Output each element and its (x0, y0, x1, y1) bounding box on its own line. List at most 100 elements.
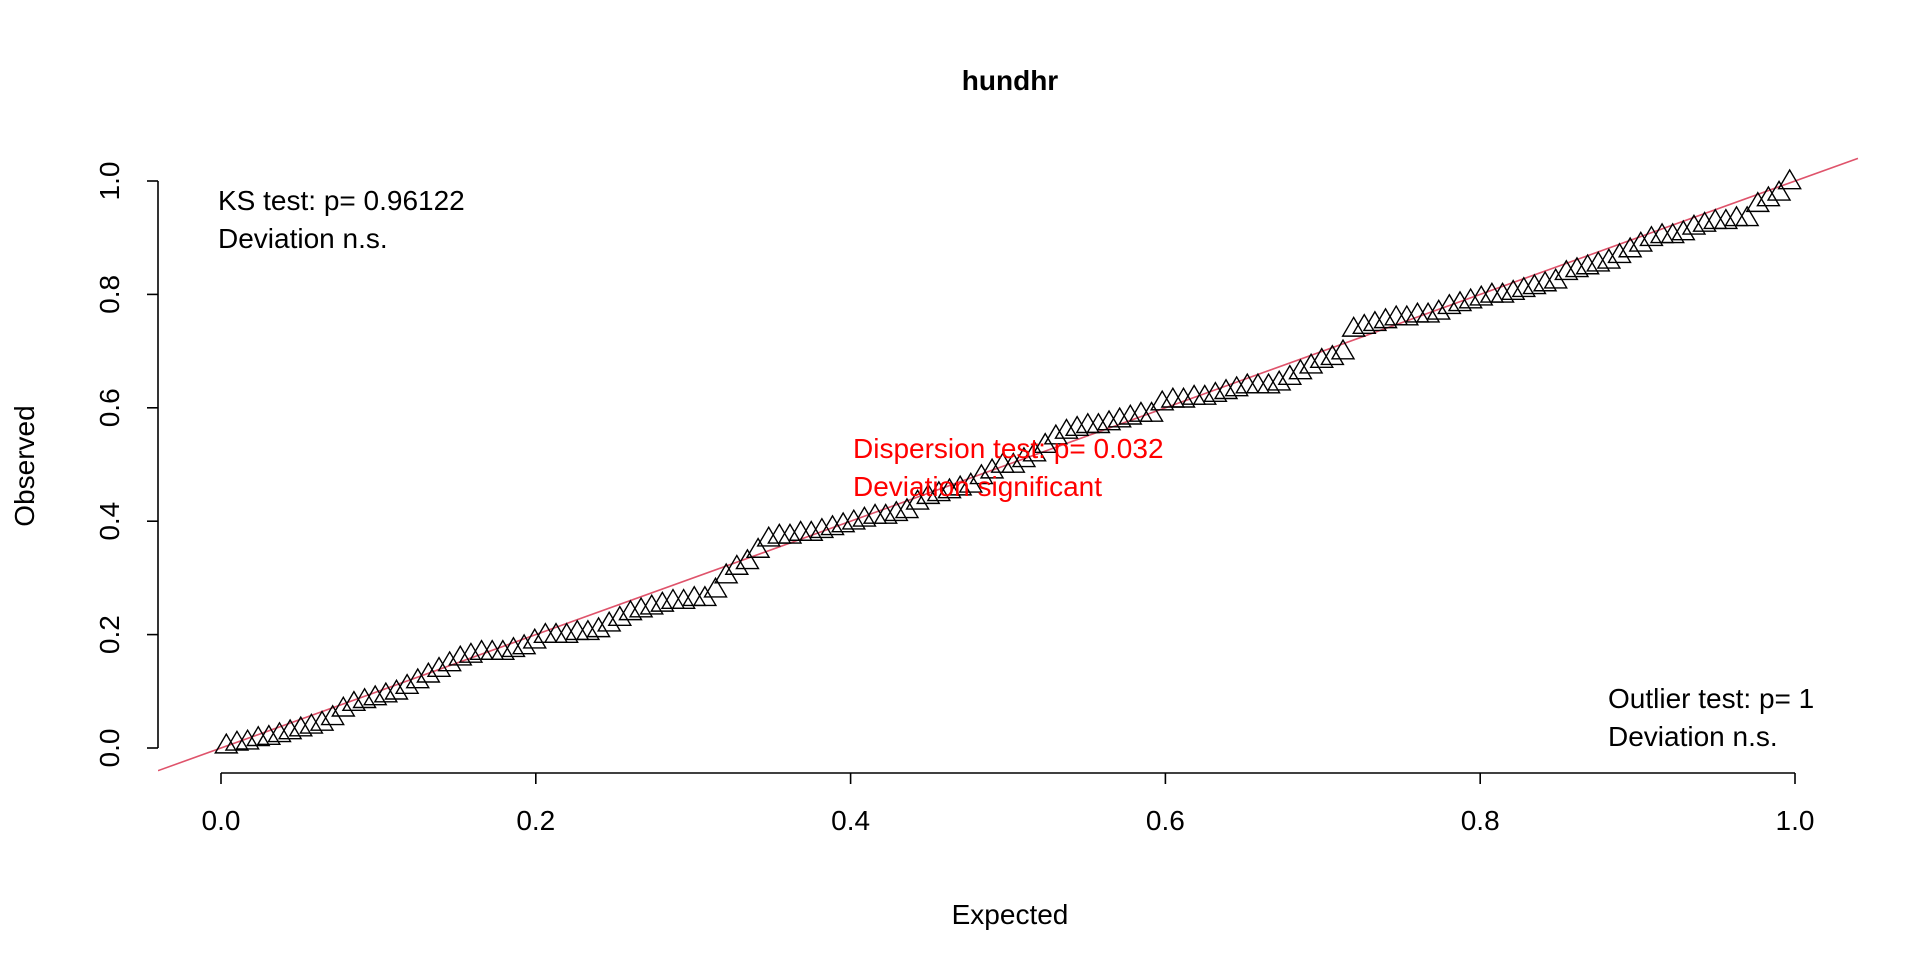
data-point (1192, 384, 1217, 405)
x-tick-label: 0.8 (1461, 805, 1500, 836)
data-point (1160, 386, 1186, 408)
data-point (288, 715, 313, 737)
data-point (1415, 301, 1441, 323)
data-point (1149, 389, 1175, 411)
data-point (1500, 279, 1526, 300)
data-point (1639, 225, 1664, 247)
data-point (1607, 242, 1632, 264)
x-tick-label: 1.0 (1776, 805, 1815, 836)
data-point (341, 690, 367, 712)
data-point (235, 728, 260, 750)
data-point (362, 684, 388, 706)
data-point (873, 503, 898, 524)
data-point (1118, 403, 1143, 425)
data-point (894, 497, 920, 519)
data-point (767, 522, 792, 544)
data-point (756, 525, 781, 547)
data-point (1511, 276, 1537, 298)
data-point (1671, 219, 1696, 241)
data-point (1490, 282, 1515, 303)
data-point (969, 463, 994, 485)
data-point (1341, 316, 1366, 337)
data-point (1139, 401, 1164, 422)
reference-line (158, 157, 1859, 772)
data-point (256, 724, 282, 746)
outlier-test-annotation: Outlier test: p= 1 Deviation n.s. (1608, 683, 1814, 752)
data-point (224, 729, 250, 751)
data-point (426, 656, 452, 678)
data-point (554, 622, 579, 643)
data-point (1426, 299, 1451, 320)
data-point (660, 588, 686, 609)
data-point (639, 593, 664, 615)
data-point (1681, 213, 1707, 235)
data-point (277, 718, 303, 740)
points-layer (214, 168, 1802, 754)
data-point (214, 732, 239, 754)
data-point (916, 483, 941, 505)
data-point (1213, 378, 1239, 400)
data-point (490, 639, 516, 661)
ks-test-annotation: KS test: p= 0.96122 Deviation n.s. (218, 185, 465, 254)
data-point (1575, 253, 1600, 275)
data-point (1277, 364, 1303, 386)
data-point (1532, 270, 1558, 292)
dispersion-test-annotation: Dispersion test: p= 0.032 Deviation sign… (853, 433, 1164, 502)
y-tick-label: 0.6 (94, 388, 125, 427)
data-point (1713, 208, 1739, 230)
dispersion-test-line2: Deviation significant (853, 471, 1102, 502)
y-tick-label: 0.4 (94, 502, 125, 541)
data-point (309, 710, 335, 731)
data-point (777, 522, 803, 544)
data-point (947, 474, 973, 496)
data-point (1596, 247, 1622, 269)
data-point (1692, 211, 1717, 232)
data-point (1522, 273, 1547, 295)
data-point (1543, 267, 1568, 289)
data-point (1362, 310, 1388, 332)
data-point (1617, 236, 1643, 258)
data-point (1266, 369, 1292, 391)
data-point (1224, 375, 1249, 397)
data-point (937, 477, 962, 499)
data-point (862, 503, 888, 524)
data-point (830, 511, 856, 533)
data-point (1064, 415, 1090, 437)
data-point (1235, 372, 1260, 394)
data-point (1001, 452, 1026, 473)
y-tick-label: 0.8 (94, 275, 125, 314)
data-point (501, 636, 526, 658)
data-point (596, 610, 622, 632)
y-tick-label: 0.2 (94, 615, 125, 654)
data-point (331, 695, 356, 717)
data-point (1096, 409, 1122, 431)
ks-test-line2: Deviation n.s. (218, 223, 388, 254)
data-point (1320, 344, 1345, 366)
data-point (1564, 256, 1590, 278)
data-point (373, 681, 399, 703)
data-point (1437, 293, 1462, 315)
data-point (618, 599, 643, 621)
data-point (1352, 313, 1377, 334)
data-point (448, 644, 473, 666)
data-point (884, 500, 909, 522)
data-point (394, 673, 420, 695)
data-point (1469, 284, 1494, 306)
data-point (437, 650, 462, 672)
data-point (1660, 222, 1685, 244)
data-point (713, 562, 739, 584)
data-point (682, 585, 707, 607)
x-tick-label: 0.6 (1146, 805, 1185, 836)
data-point (1288, 358, 1313, 380)
outlier-test-line2: Deviation n.s. (1608, 721, 1778, 752)
data-point (1086, 412, 1111, 434)
data-point (245, 725, 271, 747)
x-axis-label: Expected (952, 899, 1069, 930)
data-point (1075, 412, 1100, 434)
data-point (458, 642, 484, 663)
data-point (724, 554, 750, 575)
data-point (1128, 401, 1154, 422)
data-point (1203, 381, 1228, 403)
data-point (1298, 352, 1324, 374)
